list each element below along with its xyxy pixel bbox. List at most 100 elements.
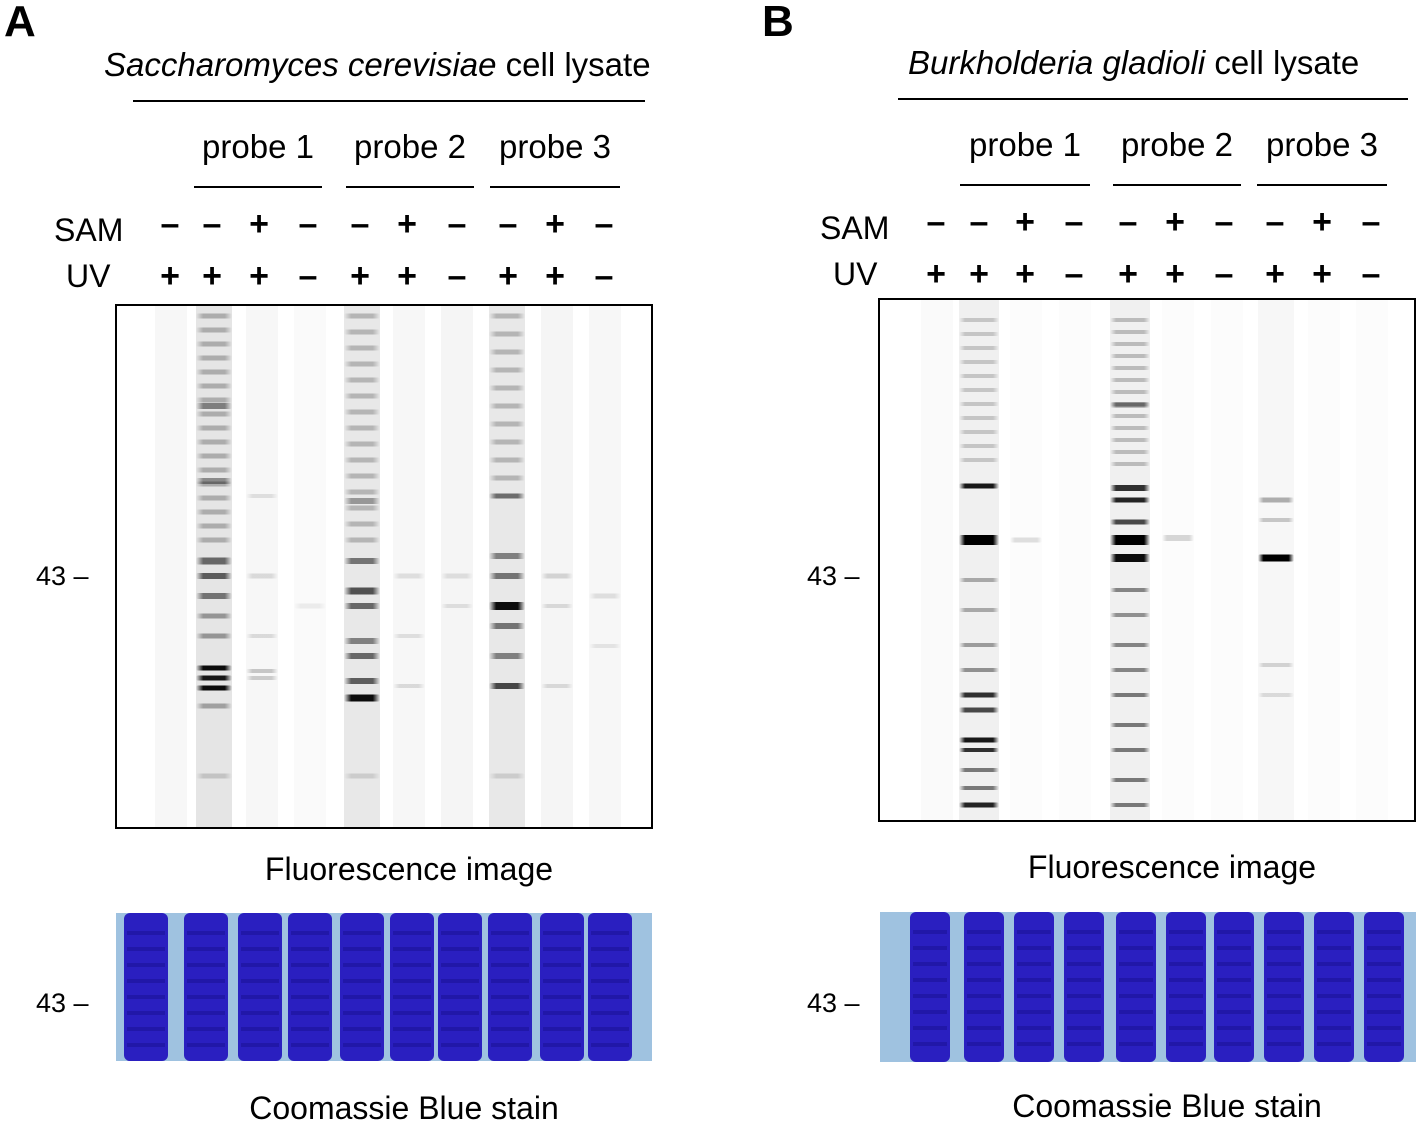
stain-band <box>393 995 431 999</box>
stain-band <box>187 931 225 935</box>
gel-band <box>1010 537 1042 543</box>
stain-band <box>591 963 629 967</box>
gel-band <box>1110 497 1150 503</box>
gel-band <box>959 374 999 378</box>
sam-lane-9: + <box>545 205 565 243</box>
lane-smear <box>294 306 326 827</box>
stain-lane <box>588 913 632 1061</box>
gel-band <box>196 327 232 333</box>
gel-band <box>196 685 232 691</box>
gel-band <box>959 346 999 350</box>
gel-band <box>1110 414 1150 418</box>
stain-band <box>491 1027 529 1031</box>
probe-1-underline <box>194 186 322 188</box>
stain-band <box>967 994 1001 998</box>
gel-band <box>489 331 525 337</box>
gel-band <box>344 473 380 479</box>
gel-band <box>196 341 232 347</box>
gel-band <box>1110 342 1150 346</box>
gel-band <box>344 393 380 399</box>
gel-band <box>344 505 380 511</box>
gel-band <box>959 388 999 392</box>
lane-smear <box>1356 300 1388 820</box>
stain-band <box>913 978 947 982</box>
stain-lane <box>540 913 584 1061</box>
gel-band <box>196 537 232 543</box>
gel-band <box>344 558 380 564</box>
stain-lane <box>964 912 1004 1062</box>
stain-band <box>1317 1026 1351 1030</box>
uv-lane-8: + <box>498 257 518 295</box>
stain-band <box>1217 994 1251 998</box>
gel-band <box>1162 535 1194 541</box>
gel-band <box>196 557 232 565</box>
uv-lane-7: – <box>1214 255 1234 293</box>
coomassie-gel-image <box>124 913 632 1061</box>
gel-band <box>541 573 573 579</box>
stain-band <box>291 963 329 967</box>
lysate-suffix: cell lysate <box>496 46 651 83</box>
stain-band <box>591 1027 629 1031</box>
gel-band <box>1110 450 1150 454</box>
uv-row-label: UV <box>833 256 878 292</box>
stain-band <box>913 1026 947 1030</box>
gel-band <box>196 573 232 579</box>
gel-band <box>344 457 380 463</box>
gel-band <box>1110 378 1150 382</box>
stain-band <box>543 1027 581 1031</box>
stain-lane <box>288 913 332 1061</box>
gel-band <box>959 458 999 462</box>
gel-band <box>344 489 380 495</box>
stain-band <box>127 979 165 983</box>
marker-43-fluorescence: 43 – <box>36 561 89 591</box>
stain-band <box>1119 946 1153 950</box>
gel-band <box>959 360 999 364</box>
gel-band <box>959 737 999 743</box>
gel-band <box>196 425 232 431</box>
probe-1-label: probe 1 <box>969 126 1081 163</box>
gel-band <box>246 634 278 638</box>
gel-band <box>344 498 380 504</box>
stain-band <box>1119 1010 1153 1014</box>
gel-band <box>959 768 999 772</box>
gel-band <box>344 361 380 367</box>
uv-lane-3: + <box>1015 255 1035 293</box>
uv-lane-5: + <box>1118 255 1138 293</box>
stain-band <box>1119 994 1153 998</box>
stain-band <box>543 979 581 983</box>
gel-band <box>344 587 380 595</box>
stain-band <box>1367 930 1401 934</box>
stain-band <box>241 947 279 951</box>
lysate-species: Saccharomyces cerevisiae <box>104 46 497 83</box>
gel-band <box>1110 588 1150 592</box>
gel-band <box>344 638 380 644</box>
gel-band <box>196 313 232 319</box>
stain-band <box>1317 1042 1351 1046</box>
lane-smear <box>1162 300 1194 820</box>
stain-band <box>1067 962 1101 966</box>
stain-band <box>1169 946 1203 950</box>
stain-band <box>1317 962 1351 966</box>
gel-band <box>1258 497 1294 503</box>
gel-band <box>294 603 326 609</box>
gel-band <box>1258 663 1294 667</box>
stain-band <box>1067 946 1101 950</box>
gel-band <box>489 457 525 463</box>
gel-band <box>196 439 232 445</box>
uv-lane-5: + <box>350 257 370 295</box>
stain-band <box>1017 1010 1051 1014</box>
stain-band <box>967 1010 1001 1014</box>
stain-band <box>491 931 529 935</box>
stain-band <box>393 979 431 983</box>
gel-band <box>489 403 525 409</box>
stain-band <box>441 963 479 967</box>
gel-band <box>393 573 425 579</box>
gel-band <box>1110 778 1150 782</box>
gel-band <box>1110 485 1150 491</box>
gel-band <box>1110 462 1150 466</box>
stain-band <box>393 947 431 951</box>
sam-lane-2: – <box>202 205 222 243</box>
stain-band <box>441 1011 479 1015</box>
stain-band <box>1067 1042 1101 1046</box>
gel-band <box>393 684 425 688</box>
